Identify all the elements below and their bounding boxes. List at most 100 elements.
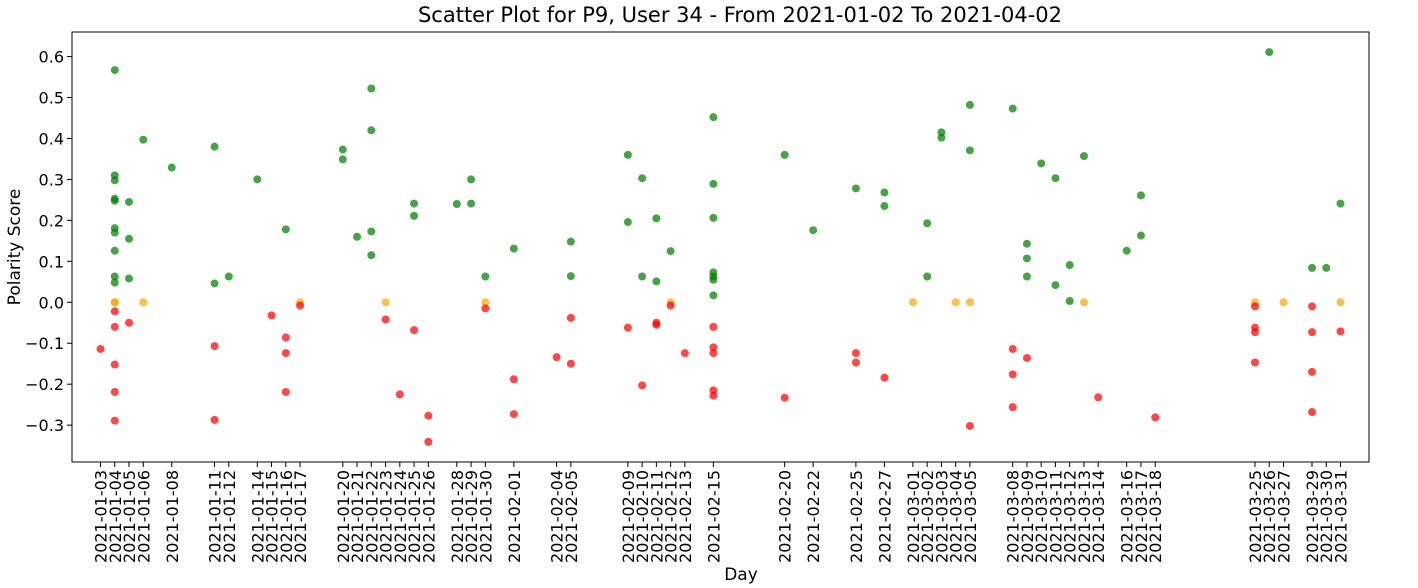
point-positive: [1322, 263, 1331, 272]
point-neutral: [951, 298, 960, 307]
point-positive: [467, 175, 476, 184]
point-negative: [709, 391, 718, 400]
point-negative: [1336, 327, 1345, 336]
point-positive: [110, 66, 119, 75]
point-negative: [666, 301, 675, 310]
point-negative: [880, 373, 889, 382]
point-positive: [623, 218, 632, 227]
x-tick-label: 2021-03-10: [1032, 470, 1051, 563]
x-tick-label: 2021-03-17: [1132, 470, 1151, 563]
y-axis: 0.6 0.5 0.4 0.3 0.2 0.1 0.0 −0.1 −0.2 −0.3: [25, 48, 72, 435]
x-tick-label: 2021-03-13: [1075, 470, 1094, 563]
point-positive: [367, 251, 376, 260]
x-tick-label: 2021-01-20: [334, 470, 353, 563]
point-positive: [923, 219, 932, 228]
point-negative: [1008, 403, 1017, 412]
point-positive: [709, 113, 718, 122]
point-positive: [338, 145, 347, 154]
x-tick-label: 2021-01-12: [220, 470, 239, 563]
x-tick-label: 2021-03-03: [932, 470, 951, 563]
x-tick-label: 2021-01-21: [348, 470, 367, 563]
y-tick-label: −0.1: [25, 334, 64, 353]
x-tick-label: 2021-02-04: [548, 470, 567, 563]
point-positive: [709, 213, 718, 222]
point-negative: [780, 393, 789, 402]
point-positive: [709, 179, 718, 188]
point-positive: [923, 272, 932, 281]
point-positive: [210, 142, 219, 151]
point-positive: [353, 232, 362, 241]
point-positive: [880, 188, 889, 197]
point-positive: [125, 274, 134, 283]
point-positive: [110, 278, 119, 287]
x-tick-label: 2021-02-12: [662, 470, 681, 563]
point-positive: [125, 234, 134, 243]
x-tick-label: 2021-01-26: [419, 470, 438, 563]
point-negative: [395, 390, 404, 399]
point-positive: [880, 202, 889, 211]
point-positive: [110, 246, 119, 255]
point-positive: [210, 279, 219, 288]
point-neutral: [139, 298, 148, 307]
point-neutral: [1079, 298, 1088, 307]
x-tick-label: 2021-01-14: [248, 470, 267, 563]
point-negative: [552, 353, 561, 362]
point-negative: [110, 322, 119, 331]
point-positive: [709, 291, 718, 300]
point-negative: [623, 323, 632, 332]
point-positive: [1065, 297, 1074, 306]
point-negative: [709, 349, 718, 358]
point-positive: [809, 226, 818, 235]
point-negative: [1307, 408, 1316, 417]
x-tick-label: 2021-01-08: [163, 470, 182, 563]
x-tick-label: 2021-01-16: [277, 470, 296, 563]
point-neutral: [1279, 298, 1288, 307]
y-axis-label: Polarity Score: [5, 189, 25, 306]
point-positive: [509, 244, 518, 253]
point-positive: [937, 133, 946, 142]
point-neutral: [481, 298, 490, 307]
x-tick-label: 2021-02-13: [676, 470, 695, 563]
point-positive: [1136, 191, 1145, 200]
point-negative: [851, 358, 860, 367]
point-negative: [1250, 302, 1259, 311]
point-positive: [367, 227, 376, 236]
point-positive: [110, 196, 119, 205]
x-tick-label: 2021-03-27: [1274, 470, 1293, 563]
point-positive: [224, 272, 233, 281]
x-tick-label: 2021-03-18: [1146, 470, 1165, 563]
y-tick-label: 0.5: [39, 89, 64, 108]
point-positive: [338, 155, 347, 164]
point-positive: [1336, 199, 1345, 208]
point-negative: [680, 349, 689, 358]
x-tick-label: 2021-01-24: [391, 470, 410, 563]
x-tick-label: 2021-03-16: [1118, 470, 1137, 563]
point-positive: [1022, 254, 1031, 263]
x-tick-label: 2021-03-30: [1317, 470, 1336, 563]
point-positive: [1051, 281, 1060, 290]
y-tick-label: 0.0: [39, 293, 64, 312]
point-negative: [1008, 344, 1017, 353]
x-tick-label: 2021-02-01: [505, 470, 524, 563]
point-negative: [110, 387, 119, 396]
point-negative: [1151, 413, 1160, 422]
x-tick-label: 2021-02-25: [847, 470, 866, 563]
x-tick-label: 2021-01-28: [448, 470, 467, 563]
point-negative: [566, 313, 575, 322]
point-positive: [1265, 48, 1274, 57]
point-negative: [638, 381, 647, 390]
point-negative: [709, 343, 718, 352]
point-positive: [481, 272, 490, 281]
point-negative: [110, 416, 119, 425]
x-axis: 2021-01-032021-01-042021-01-052021-01-06…: [92, 462, 1350, 563]
point-positive: [467, 199, 476, 208]
point-negative: [125, 318, 134, 327]
point-negative: [1250, 358, 1259, 367]
point-positive: [110, 176, 119, 185]
point-negative: [210, 342, 219, 351]
point-negative: [96, 344, 105, 353]
point-negative: [1307, 367, 1316, 376]
data-points: [96, 48, 1345, 446]
x-tick-label: 2021-03-31: [1331, 470, 1350, 563]
point-negative: [1307, 328, 1316, 337]
